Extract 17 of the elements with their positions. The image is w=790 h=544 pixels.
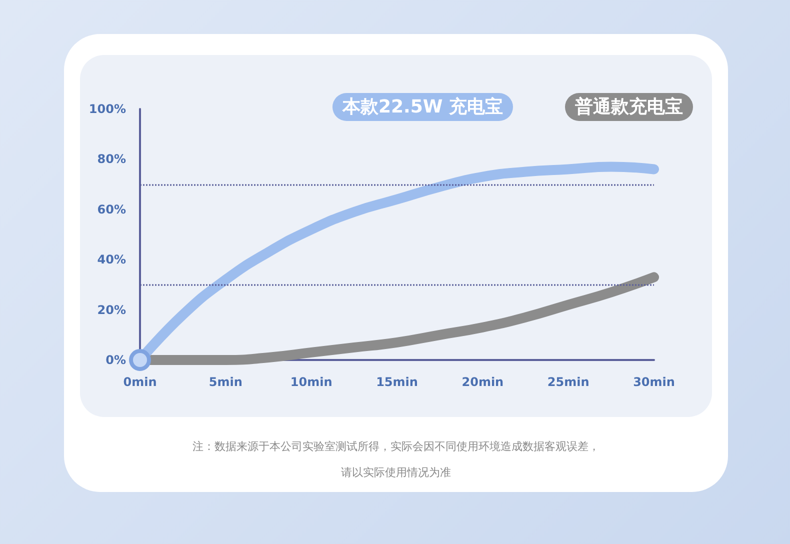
text: 注：数据来源于本公司实验室测试所得，实际会因不同使用环境造成数据客观误差，: [192, 439, 600, 455]
text: 本款22.5W 充电宝: [341, 96, 504, 118]
x-tick-label: 20min: [462, 375, 504, 389]
text: 普通款充电宝: [574, 96, 683, 118]
y-tick-label: 60%: [97, 202, 126, 216]
x-tick-label: 10min: [290, 375, 332, 389]
y-tick-label: 40%: [97, 252, 126, 267]
text: 请以实际使用情况为准: [340, 465, 452, 481]
y-tick-label: 20%: [97, 302, 126, 317]
y-tick-label: 100%: [88, 102, 126, 116]
y-tick-label: 80%: [97, 152, 126, 166]
x-tick-label: 15min: [376, 375, 418, 389]
x-tick-label: 30min: [633, 375, 675, 389]
x-tick-label: 5min: [208, 375, 242, 389]
x-tick-label: 25min: [547, 375, 590, 389]
y-tick-label: 0%: [106, 353, 126, 367]
x-tick-label: 0min: [123, 375, 157, 389]
